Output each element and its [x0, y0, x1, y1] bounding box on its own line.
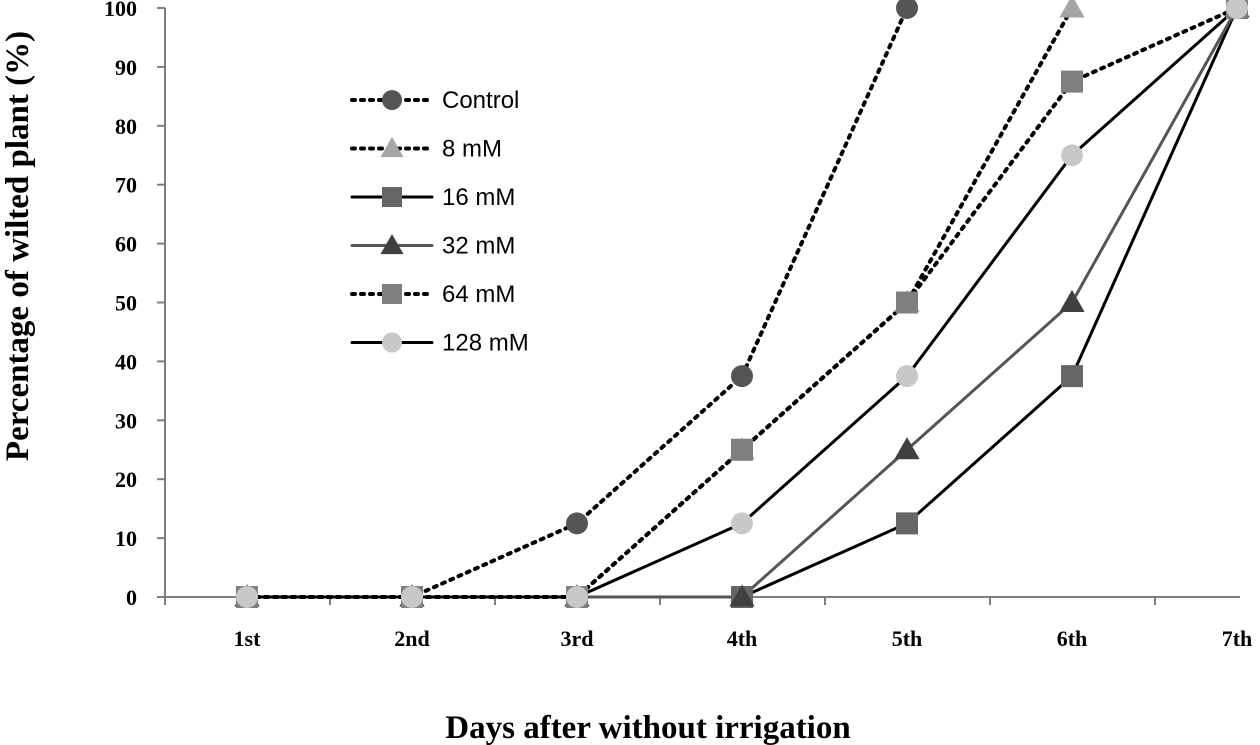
x-tick-label: 3rd — [561, 626, 594, 651]
legend: Control 8 mM 16 mM 32 mM 64 mM 128 mM — [350, 87, 529, 357]
x-axis-title: Days after without irrigation — [445, 710, 850, 745]
data-point-series-3 — [1059, 289, 1085, 312]
y-tick-label: 0 — [126, 585, 137, 610]
data-point-series-5 — [731, 512, 753, 535]
data-point-series-2 — [1061, 365, 1083, 388]
x-tick-label: 2nd — [394, 626, 429, 651]
data-point-series-4 — [731, 438, 753, 461]
series-markers — [234, 0, 1250, 608]
data-point-series-0 — [731, 365, 753, 388]
data-point-series-4 — [1061, 70, 1083, 93]
series-line-1 — [245, 6, 1074, 599]
legend-label-0: Control — [442, 87, 519, 114]
y-tick-label: 70 — [115, 173, 137, 198]
y-tick-label: 90 — [115, 55, 137, 80]
legend-label-5: 128 mM — [442, 330, 529, 357]
data-point-series-4 — [896, 291, 918, 314]
legend-marker-1 — [380, 137, 404, 158]
data-point-series-5 — [401, 586, 423, 608]
x-tick-label: 5th — [892, 626, 923, 651]
data-point-series-0 — [896, 0, 918, 19]
legend-marker-2 — [382, 187, 402, 207]
data-point-series-2 — [896, 512, 918, 535]
x-tick-label: 7th — [1222, 626, 1253, 651]
x-tick-label: 6th — [1057, 626, 1088, 651]
data-point-series-5 — [1061, 144, 1083, 167]
legend-marker-4 — [382, 284, 402, 304]
legend-label-2: 16 mM — [442, 184, 515, 211]
axes: 0 10 20 30 40 50 60 70 80 90 100 1st 2nd 3rd 4th 5th 6t… — [104, 0, 1253, 651]
data-point-series-5 — [236, 586, 258, 608]
x-tick-label: 1st — [234, 626, 262, 651]
legend-marker-0 — [382, 90, 402, 110]
legend-marker-3 — [380, 234, 404, 255]
y-tick-label: 50 — [115, 291, 137, 316]
data-point-series-3 — [729, 584, 755, 607]
y-tick-label: 10 — [115, 526, 137, 551]
x-axis-ticks: 1st 2nd 3rd 4th 5th 6th 7th — [164, 597, 1253, 651]
data-point-series-0 — [566, 512, 588, 535]
legend-label-4: 64 mM — [442, 281, 515, 308]
data-point-series-1 — [1059, 0, 1085, 18]
data-point-series-5 — [566, 586, 588, 608]
y-axis-title: Percentage of wilted plant (%) — [0, 31, 36, 461]
data-point-series-3 — [894, 437, 920, 460]
legend-label-3: 32 mM — [442, 233, 515, 260]
legend-marker-5 — [382, 332, 402, 353]
y-tick-label: 80 — [115, 114, 137, 139]
y-tick-label: 30 — [115, 408, 137, 433]
data-point-series-5 — [896, 365, 918, 388]
data-point-series-5 — [1226, 0, 1248, 19]
y-tick-label: 40 — [115, 349, 137, 374]
series-line-0 — [245, 6, 909, 599]
y-tick-label: 20 — [115, 467, 137, 492]
y-tick-label: 60 — [115, 232, 137, 257]
y-tick-label: 100 — [104, 0, 137, 21]
legend-label-1: 8 mM — [442, 136, 502, 163]
x-tick-label: 4th — [727, 626, 758, 651]
y-axis-ticks: 0 10 20 30 40 50 60 70 80 90 100 — [104, 0, 165, 610]
